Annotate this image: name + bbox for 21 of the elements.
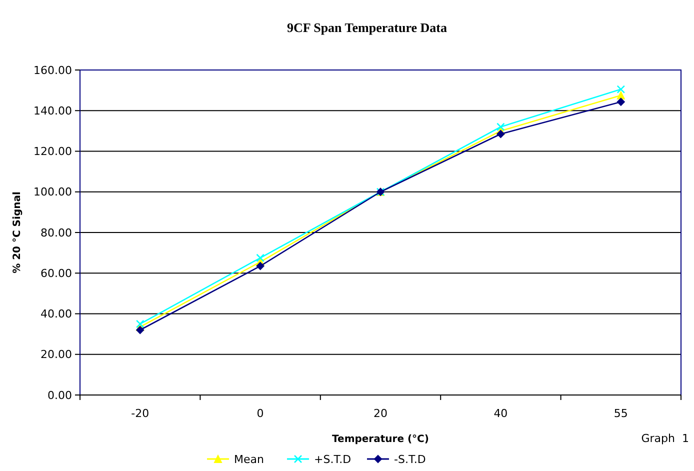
x-tick-label: 20 bbox=[374, 407, 388, 420]
x-tick-label: 40 bbox=[494, 407, 508, 420]
y-tick-label: 120.00 bbox=[34, 145, 72, 158]
caption: Graph 1 bbox=[641, 432, 689, 445]
y-tick-label: 60.00 bbox=[40, 266, 72, 280]
legend-label: +S.T.D bbox=[314, 452, 352, 466]
x-axis-title: Temperature (°C) bbox=[332, 434, 429, 445]
y-tick-label: 80.00 bbox=[40, 226, 72, 240]
y-axis-title: % 20 °C Signal bbox=[12, 192, 23, 274]
y-tick-label: 100.00 bbox=[34, 186, 72, 199]
legend-label: Mean bbox=[234, 452, 264, 466]
y-tick-label: 40.00 bbox=[40, 308, 72, 321]
y-tick-label: 20.00 bbox=[40, 348, 72, 362]
x-tick-label: -20 bbox=[131, 407, 150, 420]
x-tick-label: 55 bbox=[614, 407, 628, 420]
y-tick-label: 0.00 bbox=[48, 388, 72, 402]
legend-label: -S.T.D bbox=[394, 452, 426, 466]
x-tick-label: 0 bbox=[256, 407, 264, 420]
y-tick-label: 160.00 bbox=[34, 64, 72, 77]
y-tick-label: 140.00 bbox=[34, 104, 72, 118]
chart-title: 9CF Span Temperature Data bbox=[287, 20, 448, 35]
